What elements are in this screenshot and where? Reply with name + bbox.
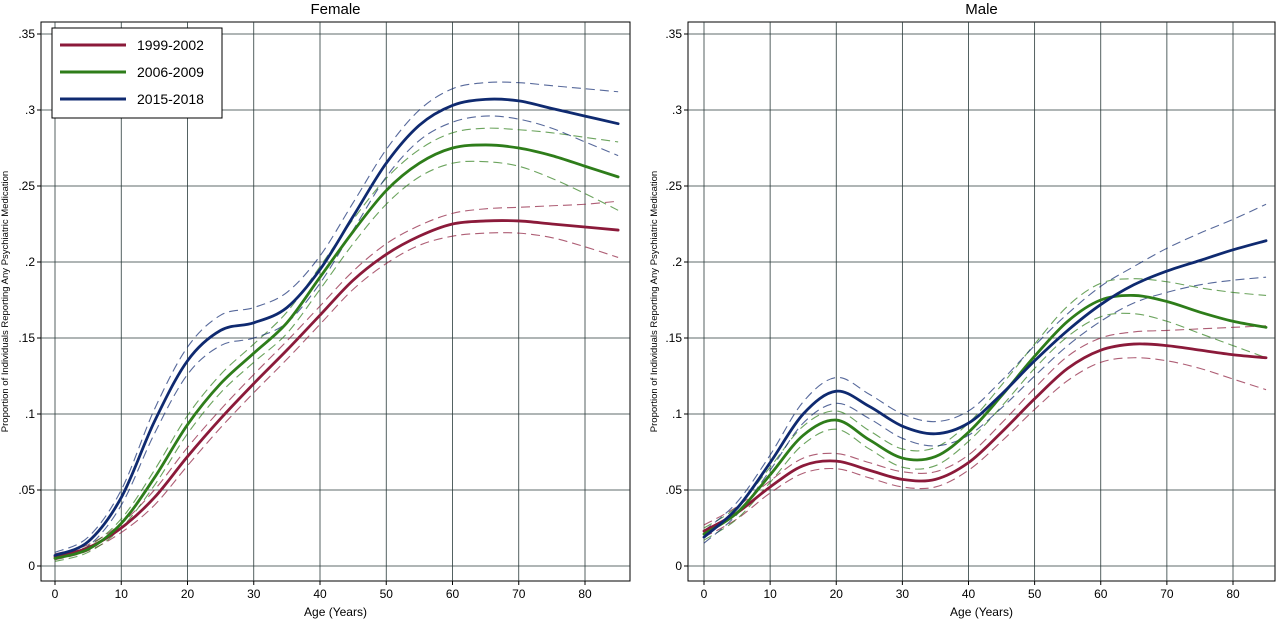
female-x-tick-label: 20 bbox=[181, 587, 195, 601]
male-series-2015-2018-ci-upper bbox=[703, 203, 1267, 532]
female-series-1999-2002-ci-lower bbox=[54, 232, 619, 561]
female-y-tick-label: .15 bbox=[18, 331, 35, 345]
male-x-tick-label: 40 bbox=[962, 587, 976, 601]
female-x-tick-label: 60 bbox=[446, 587, 460, 601]
female-series-line-2006-2009 bbox=[53, 143, 620, 560]
legend-label: 2006-2009 bbox=[137, 64, 204, 80]
male-x-tick-label: 20 bbox=[830, 587, 844, 601]
female-panel: 0 10 20 30 40 50 60 70 80 0 .05 .1 .15 .2 .25 .3 .35 Fema… bbox=[0, 1, 631, 619]
female-series-2006-2009-ci-lower bbox=[54, 160, 619, 562]
male-x-tick-label: 50 bbox=[1028, 587, 1042, 601]
female-data-layer bbox=[53, 81, 620, 562]
legend-label: 2015-2018 bbox=[137, 91, 204, 107]
male-series-2006-2009-ci-lower bbox=[703, 312, 1267, 541]
female-series-1999-2002-ci-upper bbox=[54, 200, 619, 555]
male-y-tick-label: .35 bbox=[665, 27, 682, 41]
female-x-tick-label: 40 bbox=[313, 587, 327, 601]
male-series-line-2006-2009 bbox=[702, 293, 1268, 536]
female-y-tick-label: 0 bbox=[28, 559, 35, 573]
male-y-tick-label: .25 bbox=[665, 179, 682, 193]
female-x-tick-label: 0 bbox=[52, 587, 59, 601]
male-y-tick-label: .1 bbox=[672, 407, 682, 421]
female-x-tick-label: 10 bbox=[115, 587, 129, 601]
female-series-line-2015-2018 bbox=[53, 97, 620, 557]
male-y-tick-label: 0 bbox=[675, 559, 682, 573]
legend: 1999-2002 2006-2009 2015-2018 bbox=[51, 27, 223, 119]
female-x-tick-label: 80 bbox=[578, 587, 592, 601]
male-x-tick-label: 80 bbox=[1226, 587, 1240, 601]
female-series-2015-2018-ci-lower bbox=[54, 115, 619, 559]
female-y-tick-label: .1 bbox=[25, 407, 35, 421]
male-panel-title: Male bbox=[965, 1, 998, 18]
female-y-tick-label: .35 bbox=[18, 27, 35, 41]
female-x-tick-label: 70 bbox=[512, 587, 526, 601]
male-data-layer bbox=[702, 203, 1268, 544]
male-plot-frame bbox=[687, 21, 1276, 582]
female-y-axis-label: Proportion of Individuals Reporting Any … bbox=[0, 171, 11, 432]
male-x-axis-label: Age (Years) bbox=[950, 605, 1013, 619]
female-series-line-1999-2002 bbox=[53, 219, 620, 559]
male-series-line-1999-2002 bbox=[702, 342, 1268, 533]
male-series-2006-2009-ci-upper bbox=[703, 278, 1267, 529]
legend-label: 1999-2002 bbox=[137, 37, 204, 53]
male-series-1999-2002-ci-lower bbox=[703, 357, 1267, 538]
male-y-tick-label: .15 bbox=[665, 331, 682, 345]
male-y-tick-label: .2 bbox=[672, 255, 682, 269]
male-x-tick-label: 60 bbox=[1094, 587, 1108, 601]
female-x-axis-label: Age (Years) bbox=[304, 605, 367, 619]
female-y-tick-label: .2 bbox=[25, 255, 35, 269]
male-x-tick-label: 10 bbox=[763, 587, 777, 601]
female-y-tick-label: .25 bbox=[18, 179, 35, 193]
female-y-tick-label: .3 bbox=[25, 103, 35, 117]
male-y-axis-label: Proportion of Individuals Reporting Any … bbox=[649, 171, 660, 432]
male-series-1999-2002-ci-upper bbox=[703, 325, 1267, 526]
female-series-2015-2018-ci-upper bbox=[54, 81, 619, 553]
female-x-tick-label: 50 bbox=[380, 587, 394, 601]
female-y-tick-label: .05 bbox=[18, 483, 35, 497]
male-series-2015-2018-ci-lower bbox=[703, 276, 1267, 544]
male-series-line-2015-2018 bbox=[702, 239, 1268, 539]
male-y-tick-label: .3 bbox=[672, 103, 682, 117]
female-panel-title: Female bbox=[310, 1, 360, 18]
male-x-tick-label: 30 bbox=[896, 587, 910, 601]
male-x-tick-label: 70 bbox=[1160, 587, 1174, 601]
male-y-tick-label: .05 bbox=[665, 483, 682, 497]
female-x-tick-label: 30 bbox=[247, 587, 261, 601]
male-x-tick-label: 0 bbox=[701, 587, 708, 601]
male-panel: 0 10 20 30 40 50 60 70 80 0 .05 .1 .15 .2 .25 .3 .35 Male… bbox=[649, 1, 1276, 619]
